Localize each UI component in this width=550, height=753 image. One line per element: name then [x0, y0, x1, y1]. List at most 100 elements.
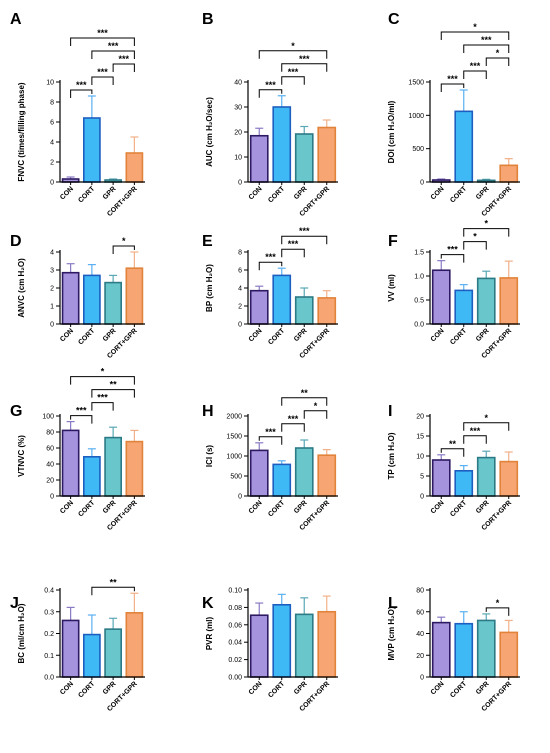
y-tick-label: 0: [50, 322, 54, 329]
significance-bracket: [112, 245, 135, 254]
significance-bracket: [463, 44, 510, 53]
y-axis-label: DOI (cm H₂O/ml): [387, 100, 396, 163]
panel-label: K: [202, 595, 214, 612]
y-tick-label: 40: [46, 462, 54, 469]
y-tick-label: 0: [238, 180, 242, 187]
y-tick-label: 0: [50, 180, 54, 187]
y-tick-label: 10: [416, 454, 424, 461]
significance-label: ***: [118, 54, 129, 64]
significance-label: ***: [97, 393, 108, 403]
significance-bracket: [440, 448, 465, 457]
significance-bracket: [258, 261, 283, 271]
panel-label: E: [202, 233, 213, 250]
x-tick-label: CORT: [449, 327, 468, 346]
bar-con: [61, 619, 80, 678]
y-tick-label: 2: [238, 304, 242, 311]
x-tick-label: CORT: [267, 499, 286, 518]
y-tick-label: 2: [50, 286, 54, 293]
bar-cort-gpr: [317, 454, 337, 497]
x-tick-label: CORT: [77, 185, 96, 204]
significance-bracket: [258, 89, 283, 98]
significance-label: ***: [76, 80, 87, 90]
significance-bracket: [258, 436, 283, 445]
y-tick-label: 8: [238, 250, 242, 257]
y-tick-label: 0.1: [44, 653, 54, 660]
y-tick-label: 60: [46, 446, 54, 453]
y-tick-label: 0: [420, 494, 424, 501]
x-tick-label: GPR: [475, 185, 491, 201]
y-tick-label: 0.06: [228, 622, 242, 629]
y-tick-label: 100: [42, 414, 54, 421]
bar-con: [431, 621, 451, 678]
bar-con: [431, 269, 451, 325]
significance-bracket: [281, 423, 305, 432]
y-tick-label: 0: [420, 675, 424, 682]
y-tick-label: 6: [238, 268, 242, 275]
bar-cort: [272, 274, 292, 325]
significance-label: *: [484, 219, 488, 229]
y-tick-label: 500: [412, 146, 424, 153]
bar-con: [249, 449, 269, 497]
bar-cort-gpr: [125, 440, 144, 497]
x-tick-label: CORT: [77, 680, 96, 699]
panel-f: F0.00.51.01.5VV (ml)CON CORT GPRCORT+GPR**…: [387, 219, 520, 360]
bar-cort: [272, 106, 292, 183]
bar-gpr: [104, 628, 123, 678]
y-axis-label: BC (ml/cm H₂O): [17, 603, 26, 663]
y-axis-label: BP (cm H₂O): [205, 264, 214, 312]
y-tick-label: 1000: [408, 113, 424, 120]
bar-cort-gpr: [125, 612, 144, 678]
significance-bracket: [440, 83, 465, 92]
y-tick-label: 0.02: [228, 657, 242, 664]
significance-label: ***: [265, 427, 276, 437]
y-tick-label: 5: [420, 474, 424, 481]
y-tick-label: 30: [234, 105, 242, 112]
x-tick-label: GPR: [475, 680, 491, 696]
significance-label: *: [122, 236, 126, 246]
y-tick-label: 0: [420, 180, 424, 187]
x-tick-label: CON: [59, 327, 75, 343]
panel-a: A 0 2 4 6 8 10 FNVC (times/filling phase) CON COR…: [10, 11, 145, 218]
x-tick-label: GPR: [293, 680, 309, 696]
panel-label: A: [10, 11, 22, 28]
x-tick-label: GPR: [102, 185, 118, 201]
bar-gpr: [476, 277, 496, 325]
significance-bracket: [303, 410, 328, 419]
significance-bracket: [91, 76, 114, 85]
y-tick-label: 0.4: [44, 588, 54, 595]
y-tick-label: 4: [238, 286, 242, 293]
bar-con: [249, 614, 269, 678]
panel-label: L: [388, 595, 398, 612]
x-tick-label: CON: [430, 680, 446, 696]
x-tick-label: CON: [59, 185, 75, 201]
significance-bracket: [281, 248, 305, 258]
x-tick-label: GPR: [102, 327, 118, 343]
y-axis-label: MVP (cm H₂O): [387, 606, 396, 660]
significance-bracket: [463, 422, 510, 431]
significance-bracket: [440, 254, 465, 263]
panel-label: H: [202, 403, 214, 420]
bar-cort-gpr: [499, 631, 519, 678]
significance-label: ***: [288, 414, 299, 424]
bar-con: [249, 289, 269, 325]
bar-gpr: [476, 456, 496, 497]
significance-bracket: [70, 89, 93, 98]
bar-con: [61, 271, 80, 325]
y-tick-label: 0: [238, 322, 242, 329]
y-axis-label: AUC (cm H₂O/sec): [205, 97, 214, 167]
panel-label: G: [10, 403, 22, 420]
significance-bracket: [463, 70, 487, 79]
significance-label: ***: [265, 80, 276, 90]
significance-label: *: [496, 598, 500, 608]
significance-label: *: [473, 232, 477, 242]
x-tick-label: CON: [430, 185, 446, 201]
significance-label: ***: [97, 28, 108, 38]
y-tick-label: 500: [230, 474, 242, 481]
panel-k: K 0.00 0.02 0.04 0.06 0.08 0.10 PVR (ml) CON CORT…: [202, 588, 338, 713]
bar-cort: [454, 110, 474, 183]
significance-label: ***: [447, 74, 458, 84]
x-tick-label: CORT: [449, 499, 468, 518]
